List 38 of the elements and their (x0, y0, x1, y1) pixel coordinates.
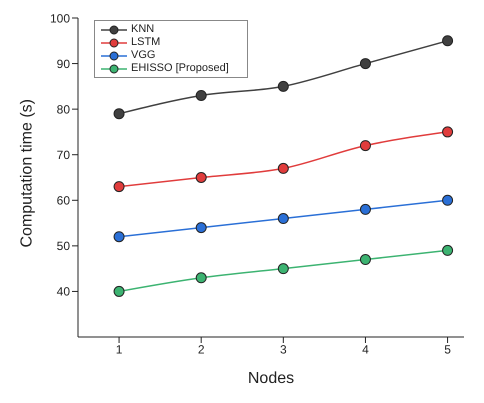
point (196, 272, 207, 284)
x-tick-label: 3 (280, 342, 287, 357)
point (114, 108, 125, 120)
point (360, 254, 371, 266)
legend-label: VGG (131, 49, 156, 62)
point (360, 140, 371, 152)
legend-label: EHISSO [Proposed] (131, 62, 229, 75)
y-axis-title: Computation time (s) (18, 99, 36, 248)
legend-label: LSTM (131, 36, 160, 49)
point (278, 213, 289, 224)
point (278, 263, 289, 274)
point (442, 126, 454, 138)
x-axis-title: Nodes (248, 370, 294, 387)
point (196, 172, 207, 183)
point (196, 222, 207, 234)
point (442, 35, 454, 46)
y-tick-label: 80 (56, 102, 70, 116)
x-tick-label: 4 (362, 342, 370, 357)
x-tick-label: 5 (444, 342, 452, 357)
point (196, 90, 207, 101)
point (114, 181, 125, 192)
point (278, 80, 289, 92)
point (360, 58, 371, 70)
y-tick-label: 70 (56, 148, 70, 162)
y-tick-label: 100 (50, 11, 70, 26)
x-tick-label: 1 (116, 342, 123, 357)
y-tick-label: 90 (56, 56, 70, 71)
point (442, 244, 454, 256)
x-tick-label: 2 (198, 342, 205, 357)
point (114, 231, 125, 242)
point (114, 286, 125, 297)
y-tick-label: 40 (56, 284, 70, 299)
y-tick-label: 60 (56, 194, 70, 208)
point (442, 194, 454, 206)
y-tick-label: 50 (56, 239, 70, 254)
point (360, 204, 371, 215)
point (278, 162, 289, 174)
legend-label: KNN (131, 23, 154, 36)
